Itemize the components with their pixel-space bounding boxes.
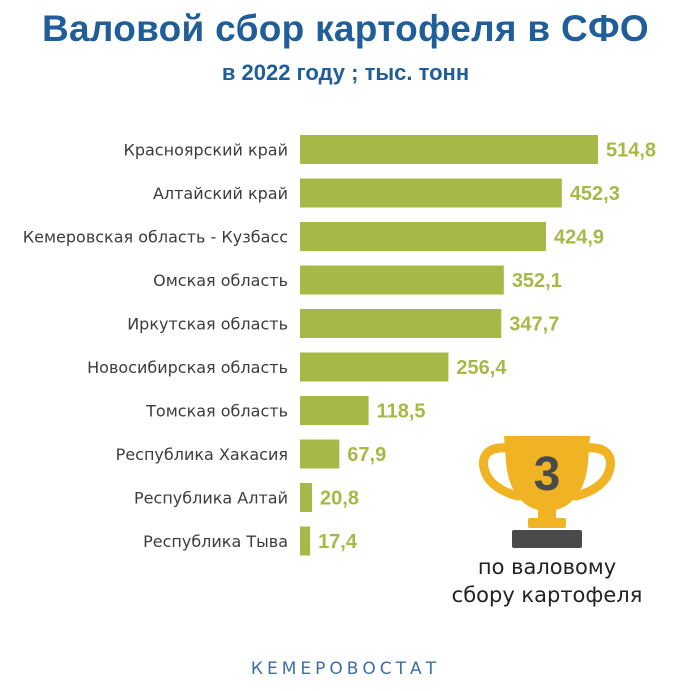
category-label: Республика Алтай bbox=[134, 489, 288, 508]
category-label: Омская область bbox=[153, 271, 288, 290]
value-label: 424,9 bbox=[554, 227, 604, 249]
value-label: 256,4 bbox=[456, 357, 507, 379]
category-label: Алтайский край bbox=[153, 184, 288, 203]
bar bbox=[300, 439, 340, 469]
bar bbox=[300, 483, 313, 512]
category-label: Кемеровская область - Кузбасс bbox=[23, 228, 288, 247]
bar bbox=[300, 526, 311, 556]
source-footer: КЕМЕРОВОСТАТ bbox=[250, 659, 441, 679]
trophy-icon: 3 bbox=[479, 436, 615, 548]
trophy-rank: 3 bbox=[534, 448, 561, 501]
category-label: Томская область bbox=[145, 402, 288, 421]
category-label: Красноярский край bbox=[123, 141, 288, 160]
caption-line-2: сбору картофеля bbox=[451, 583, 643, 607]
value-label: 452,3 bbox=[570, 183, 620, 205]
category-label: Республика Хакасия bbox=[116, 445, 288, 464]
value-label: 118,5 bbox=[377, 401, 426, 423]
bar bbox=[300, 265, 504, 295]
bar bbox=[300, 178, 562, 208]
value-label: 67,9 bbox=[347, 444, 386, 466]
value-label: 352,1 bbox=[512, 270, 562, 292]
category-label: Республика Тыва bbox=[143, 532, 288, 551]
value-label: 514,8 bbox=[606, 140, 656, 162]
value-label: 347,7 bbox=[509, 314, 559, 336]
bar bbox=[300, 352, 449, 382]
chart-title: Валовой сбор картофеля в СФО bbox=[41, 8, 649, 49]
value-label: 17,4 bbox=[318, 531, 358, 553]
caption-line-1: по валовому bbox=[477, 555, 617, 579]
value-label: 20,8 bbox=[320, 488, 359, 510]
chart-subtitle: в 2022 году ; тыс. тонн bbox=[221, 60, 470, 85]
bar bbox=[300, 396, 369, 425]
bar bbox=[300, 222, 546, 251]
bar bbox=[300, 135, 598, 164]
bar bbox=[300, 309, 502, 338]
trophy-caption: по валовому сбору картофеля bbox=[418, 553, 676, 609]
category-label: Новосибирская область bbox=[87, 358, 288, 377]
category-label: Иркутская область bbox=[127, 315, 288, 334]
